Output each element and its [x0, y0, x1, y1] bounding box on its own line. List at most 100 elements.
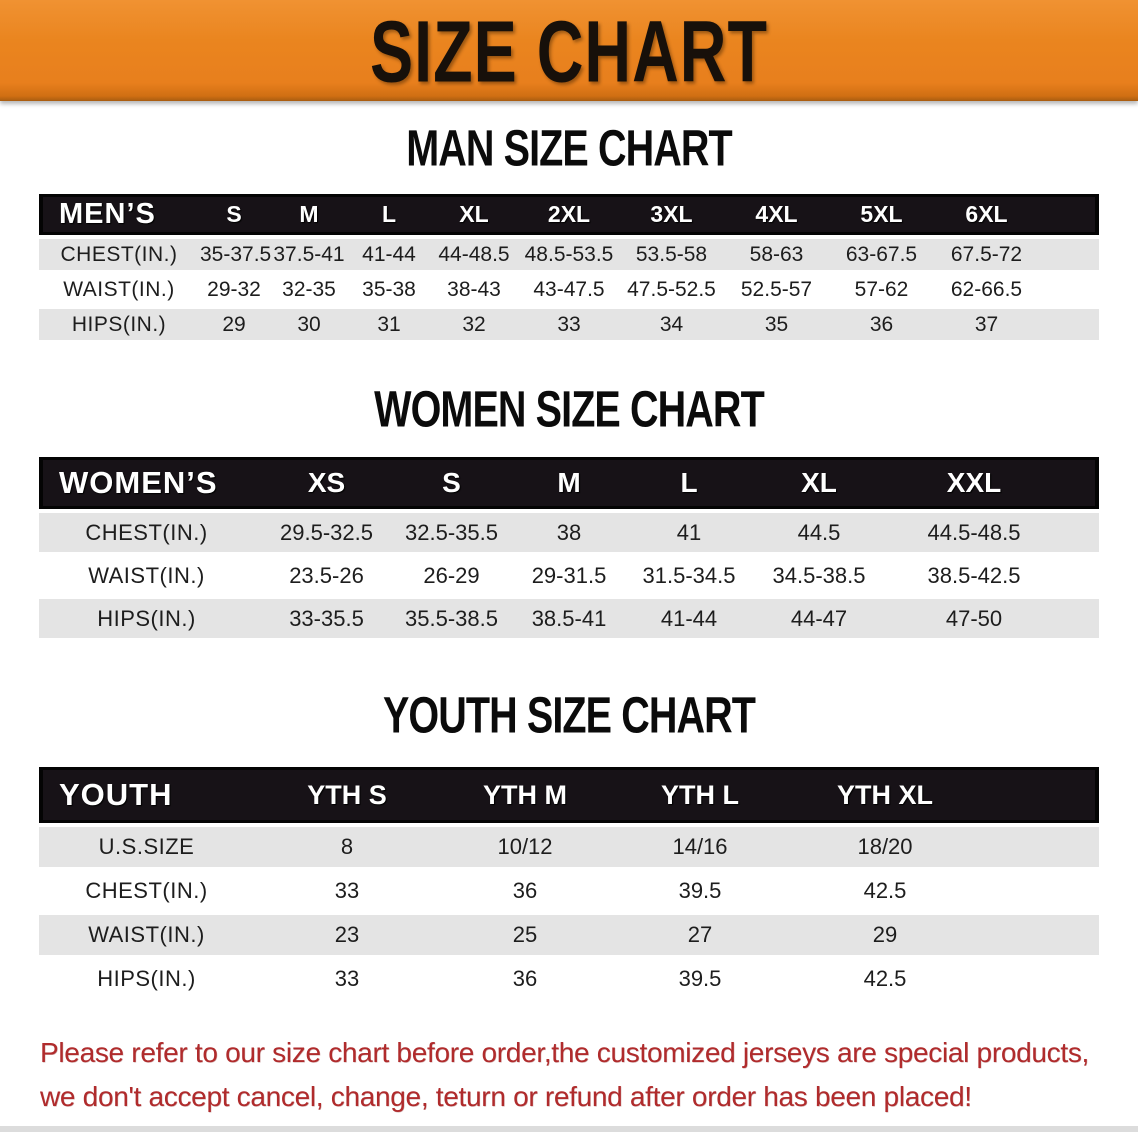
women-row-label-hips: HIPS(IN.): [39, 599, 254, 638]
men-chest-cell: 48.5-53.5: [519, 239, 619, 270]
men-chest-cell: 41-44: [349, 239, 429, 270]
youth-row-label-hips: HIPS(IN.): [39, 959, 254, 999]
women-chest-cell: 32.5-35.5: [399, 513, 504, 552]
men-waist-cell: 52.5-57: [724, 274, 829, 305]
women-col-header-l: L: [634, 457, 744, 509]
youth-col-header-yth-m: YTH M: [440, 767, 610, 823]
women-hips-cell: 38.5-41: [504, 599, 634, 638]
men-row-label-hips: HIPS(IN.): [39, 309, 199, 340]
women-hips-cell: 41-44: [634, 599, 744, 638]
youth-row-spacer: [980, 871, 1099, 911]
women-waist-cell: 31.5-34.5: [634, 556, 744, 595]
women-col-header-xxl: XXL: [894, 457, 1054, 509]
youth-waist-cell: 29: [790, 915, 980, 955]
men-waist-row: WAIST(IN.) 29-32 32-35 35-38 38-43 43-47…: [39, 274, 1099, 305]
women-waist-cell: 34.5-38.5: [744, 556, 894, 595]
women-size-table: WOMEN’S XS S M L XL XXL CHEST(IN.) 29.5-…: [39, 453, 1099, 642]
women-hips-row: HIPS(IN.) 33-35.5 35.5-38.5 38.5-41 41-4…: [39, 599, 1099, 638]
men-hips-cell: 36: [829, 309, 934, 340]
men-chest-row: CHEST(IN.) 35-37.5 37.5-41 41-44 44-48.5…: [39, 239, 1099, 270]
men-row-spacer: [1039, 239, 1099, 270]
women-col-header-s: S: [399, 457, 504, 509]
youth-row-spacer: [980, 915, 1099, 955]
youth-waist-cell: 25: [440, 915, 610, 955]
women-row-spacer: [1054, 556, 1099, 595]
youth-ussize-cell: 14/16: [610, 827, 790, 867]
men-waist-cell: 35-38: [349, 274, 429, 305]
banner: SIZE CHART: [0, 0, 1138, 101]
women-section-heading: WOMEN SIZE CHART: [374, 381, 765, 439]
men-col-header-xl: XL: [429, 194, 519, 235]
men-chest-cell: 58-63: [724, 239, 829, 270]
men-row-spacer: [1039, 274, 1099, 305]
men-corner-label: MEN’S: [39, 194, 199, 235]
men-waist-cell: 32-35: [269, 274, 349, 305]
men-section-heading: MAN SIZE CHART: [406, 120, 732, 178]
men-hips-cell: 29: [199, 309, 269, 340]
youth-hips-cell: 36: [440, 959, 610, 999]
men-col-header-m: M: [269, 194, 349, 235]
footnote-line-1: Please refer to our size chart before or…: [40, 1037, 1090, 1068]
youth-size-table: YOUTH YTH S YTH M YTH L YTH XL U.S.SIZE …: [39, 763, 1099, 1003]
men-row-label-chest: CHEST(IN.): [39, 239, 199, 270]
men-header-spacer: [1039, 194, 1099, 235]
women-col-header-xl: XL: [744, 457, 894, 509]
men-col-header-6xl: 6XL: [934, 194, 1039, 235]
women-hips-cell: 35.5-38.5: [399, 599, 504, 638]
women-waist-cell: 29-31.5: [504, 556, 634, 595]
men-chest-cell: 53.5-58: [619, 239, 724, 270]
men-hips-row: HIPS(IN.) 29 30 31 32 33 34 35 36 37: [39, 309, 1099, 340]
bottom-strip: [0, 1126, 1138, 1132]
men-hips-cell: 34: [619, 309, 724, 340]
men-col-header-3xl: 3XL: [619, 194, 724, 235]
footnote-line-2: we don't accept cancel, change, teturn o…: [40, 1081, 972, 1113]
men-waist-cell: 29-32: [199, 274, 269, 305]
women-hips-cell: 47-50: [894, 599, 1054, 638]
youth-hips-row: HIPS(IN.) 33 36 39.5 42.5: [39, 959, 1099, 999]
women-chest-row: CHEST(IN.) 29.5-32.5 32.5-35.5 38 41 44.…: [39, 513, 1099, 552]
youth-waist-cell: 27: [610, 915, 790, 955]
youth-hips-cell: 42.5: [790, 959, 980, 999]
women-row-label-chest: CHEST(IN.): [39, 513, 254, 552]
men-waist-cell: 47.5-52.5: [619, 274, 724, 305]
men-chest-cell: 37.5-41: [269, 239, 349, 270]
youth-row-label-waist: WAIST(IN.): [39, 915, 254, 955]
women-chest-cell: 44.5-48.5: [894, 513, 1054, 552]
men-col-header-5xl: 5XL: [829, 194, 934, 235]
women-chest-cell: 41: [634, 513, 744, 552]
women-corner-label: WOMEN’S: [39, 457, 254, 509]
men-waist-cell: 62-66.5: [934, 274, 1039, 305]
youth-header-spacer: [980, 767, 1099, 823]
banner-title: SIZE CHART: [370, 1, 768, 100]
men-hips-cell: 33: [519, 309, 619, 340]
men-chest-cell: 35-37.5: [199, 239, 271, 270]
women-waist-cell: 38.5-42.5: [894, 556, 1054, 595]
youth-row-label-chest: CHEST(IN.): [39, 871, 254, 911]
men-waist-cell: 57-62: [829, 274, 934, 305]
men-col-header-4xl: 4XL: [724, 194, 829, 235]
women-waist-cell: 26-29: [399, 556, 504, 595]
men-waist-cell: 38-43: [429, 274, 519, 305]
women-chest-cell: 44.5: [744, 513, 894, 552]
youth-row-spacer: [980, 959, 1099, 999]
youth-ussize-cell: 18/20: [790, 827, 980, 867]
youth-chest-cell: 33: [254, 871, 440, 911]
men-chest-cell: 63-67.5: [829, 239, 934, 270]
men-row-spacer: [1039, 309, 1099, 340]
youth-ussize-row: U.S.SIZE 8 10/12 14/16 18/20: [39, 827, 1099, 867]
men-row-label-waist: WAIST(IN.): [39, 274, 199, 305]
youth-hips-cell: 33: [254, 959, 440, 999]
women-col-header-xs: XS: [254, 457, 399, 509]
women-chest-cell: 38: [504, 513, 634, 552]
youth-chest-cell: 42.5: [790, 871, 980, 911]
men-chest-cell: 67.5-72: [934, 239, 1039, 270]
youth-header-row: YOUTH YTH S YTH M YTH L YTH XL: [39, 767, 1099, 823]
men-col-header-2xl: 2XL: [519, 194, 619, 235]
women-hips-cell: 33-35.5: [254, 599, 399, 638]
youth-waist-cell: 23: [254, 915, 440, 955]
women-header-spacer: [1054, 457, 1099, 509]
women-chest-cell: 29.5-32.5: [254, 513, 399, 552]
women-row-spacer: [1054, 513, 1099, 552]
youth-row-spacer: [980, 827, 1099, 867]
